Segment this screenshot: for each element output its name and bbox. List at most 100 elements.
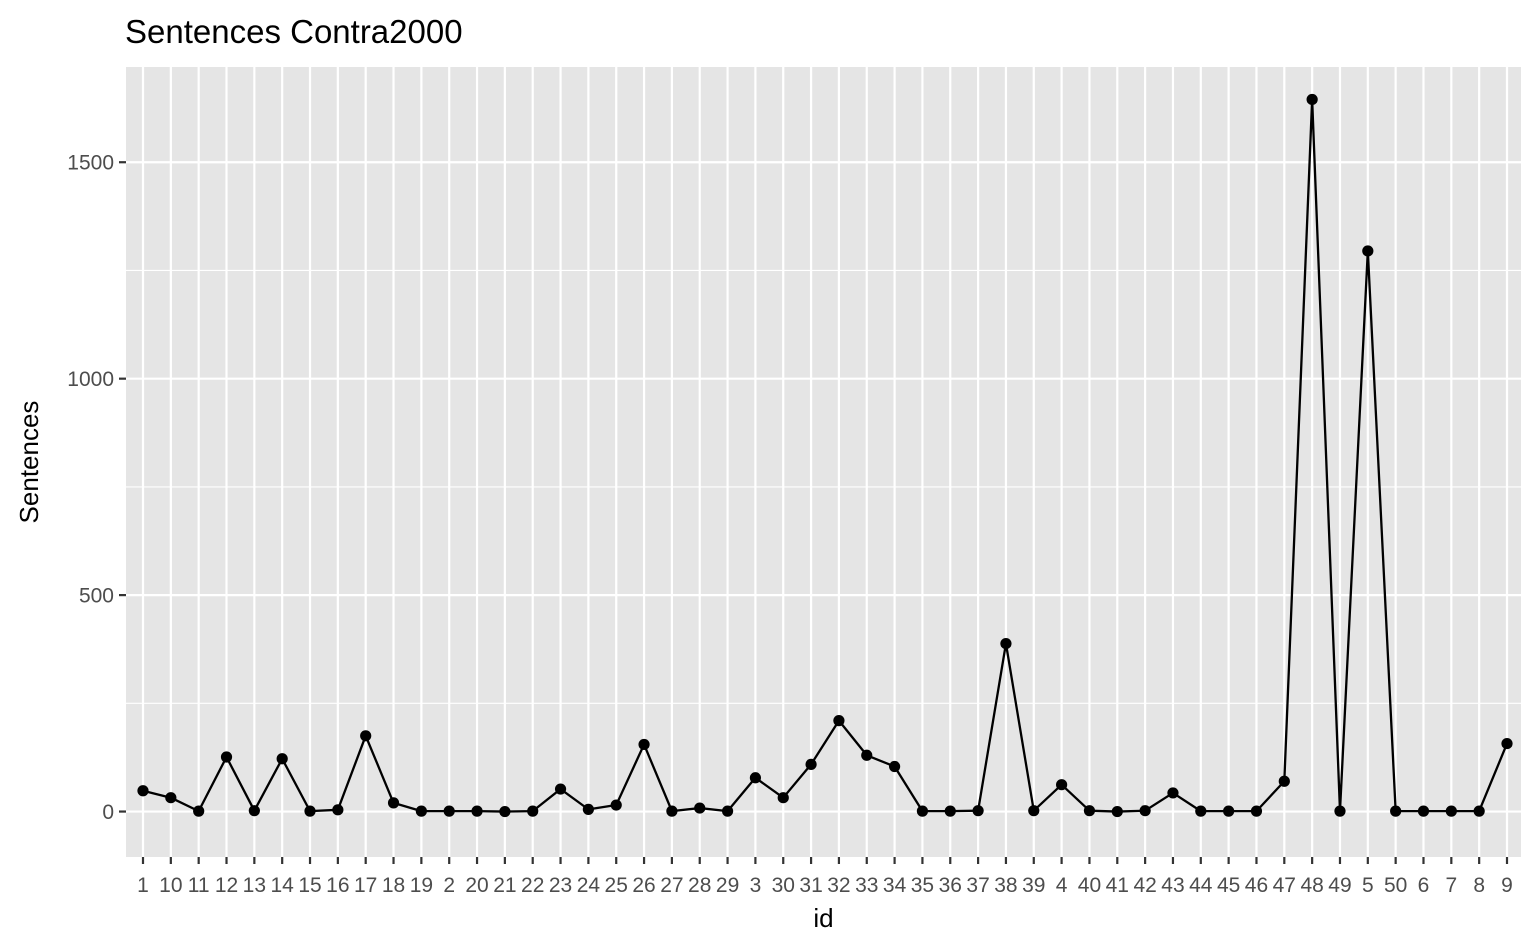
x-tick-label: 31 <box>799 874 822 897</box>
x-tick-label: 46 <box>1245 874 1268 897</box>
x-tick-label: 28 <box>688 874 711 897</box>
data-point <box>972 805 984 817</box>
chart-title: Sentences Contra2000 <box>125 13 463 50</box>
series-line <box>142 98 1509 813</box>
data-point <box>777 792 789 804</box>
data-point <box>1334 805 1346 817</box>
x-tick-label: 17 <box>354 874 377 897</box>
x-tick-label: 43 <box>1161 874 1184 897</box>
data-point <box>1417 805 1430 817</box>
data-point <box>220 751 233 763</box>
data-point <box>1501 737 1513 750</box>
x-tick-label: 24 <box>577 874 601 897</box>
x-tick-label: 49 <box>1328 874 1351 897</box>
data-point <box>1362 245 1374 257</box>
data-point <box>387 797 400 809</box>
y-tick-label: 500 <box>79 585 114 608</box>
x-tick-label: 33 <box>855 874 878 897</box>
data-point <box>1083 805 1096 817</box>
data-point <box>582 803 594 815</box>
x-tick-label: 40 <box>1078 874 1101 897</box>
x-tick-label: 8 <box>1473 874 1485 897</box>
x-tick-label: 13 <box>243 874 266 897</box>
y-axis-title: Sentences <box>14 401 44 524</box>
x-tick-label: 36 <box>939 874 962 897</box>
series-layer <box>137 93 1513 818</box>
plot-panel <box>126 67 1521 857</box>
x-tick-label: 12 <box>215 874 238 897</box>
data-point <box>1028 805 1040 817</box>
data-point <box>332 804 344 816</box>
x-tick-label: 42 <box>1133 874 1156 897</box>
data-point <box>1195 805 1207 817</box>
x-tick-label: 50 <box>1384 874 1407 897</box>
data-point <box>833 715 845 727</box>
x-tick-label: 35 <box>911 874 934 897</box>
x-tick-label: 10 <box>159 874 182 897</box>
data-point <box>165 792 177 804</box>
data-point <box>137 785 149 797</box>
x-tick-label: 20 <box>465 874 488 897</box>
data-point <box>721 805 734 817</box>
x-tick-label: 30 <box>772 874 795 897</box>
data-point <box>1306 93 1318 106</box>
data-point <box>1278 775 1290 787</box>
data-point <box>749 772 762 784</box>
x-tick-label: 19 <box>410 874 433 897</box>
x-tick-label: 44 <box>1189 874 1213 897</box>
data-point <box>1250 805 1263 817</box>
x-tick-label: 15 <box>298 874 321 897</box>
data-point <box>554 783 567 795</box>
data-point <box>1473 805 1485 817</box>
x-tick-label: 5 <box>1362 874 1374 897</box>
x-tick-label: 11 <box>188 874 210 897</box>
data-point <box>861 749 873 761</box>
x-tick-label: 34 <box>883 874 907 897</box>
x-tick-label: 22 <box>521 874 544 897</box>
x-tick-label: 3 <box>750 874 762 897</box>
data-point <box>360 730 372 742</box>
data-point <box>1223 805 1235 817</box>
data-point <box>1167 787 1179 799</box>
x-tick-label: 48 <box>1300 874 1323 897</box>
data-point <box>610 799 622 811</box>
y-axis: 0 500 1000 1500 <box>67 152 126 824</box>
x-tick-label: 14 <box>271 874 295 897</box>
x-tick-label: 29 <box>716 874 739 897</box>
data-point <box>276 753 288 765</box>
data-point <box>1139 805 1151 817</box>
data-point <box>471 805 483 817</box>
data-point <box>415 805 427 817</box>
data-point <box>666 805 678 817</box>
data-point <box>1000 637 1012 650</box>
x-tick-label: 32 <box>827 874 850 897</box>
data-point <box>1056 779 1068 791</box>
y-tick-label: 0 <box>102 801 114 824</box>
data-point <box>1445 805 1457 817</box>
x-tick-label: 37 <box>966 874 989 897</box>
x-tick-label: 41 <box>1106 874 1129 897</box>
x-axis-title: id <box>813 903 833 933</box>
major-gridlines <box>126 67 1521 857</box>
x-tick-label: 9 <box>1501 874 1513 897</box>
y-tick-label: 1000 <box>67 368 114 391</box>
x-tick-label: 6 <box>1418 874 1430 897</box>
x-axis: 1 10 11 12 13 14 15 16 17 18 19 2 20 21 22 23 24 25 26 27 28… <box>137 857 1513 897</box>
x-tick-label: 23 <box>549 874 572 897</box>
x-tick-label: 21 <box>493 874 516 897</box>
data-point <box>944 805 956 817</box>
data-point <box>193 805 205 817</box>
x-tick-label: 45 <box>1217 874 1240 897</box>
x-tick-label: 39 <box>1022 874 1045 897</box>
data-point <box>1390 805 1402 817</box>
x-tick-label: 4 <box>1056 874 1068 897</box>
data-point <box>499 805 511 818</box>
x-tick-label: 18 <box>382 874 405 897</box>
data-point <box>304 805 316 817</box>
x-tick-label: 7 <box>1445 874 1457 897</box>
data-point <box>638 738 650 751</box>
x-tick-label: 26 <box>632 874 655 897</box>
data-point <box>888 760 901 773</box>
